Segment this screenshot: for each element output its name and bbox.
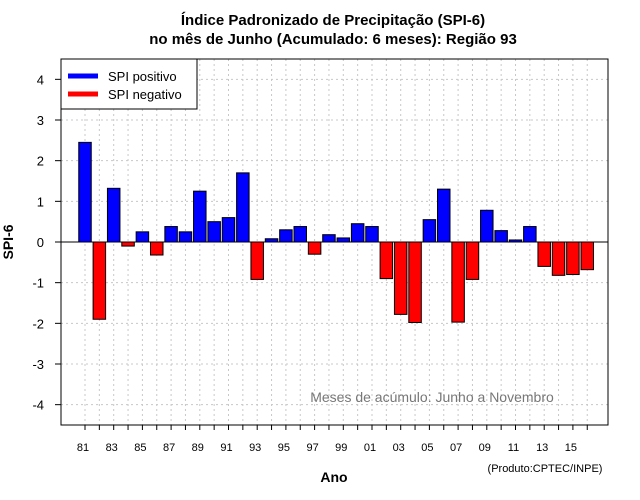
bar-1987 (164, 226, 178, 243)
x-tick-label: 93 (249, 442, 261, 454)
x-axis: 81 83 85 87 89 91 93 95 97 99 01 03 05 07 09 11 13 15 (77, 425, 588, 454)
x-tick-label: 03 (393, 442, 405, 454)
bar-2012 (523, 226, 537, 243)
bar-1986 (150, 241, 164, 256)
bar-1999 (336, 237, 351, 243)
chart-title: Índice Padronizado de Precipitação (SPI-… (181, 12, 485, 29)
bar-1998 (322, 234, 336, 243)
x-axis-title: Ano (320, 469, 347, 485)
y-tick-label: 1 (37, 194, 44, 209)
bar-2008 (465, 241, 480, 280)
bar-2006 (437, 188, 451, 243)
legend-box (60, 58, 198, 110)
bar-2000 (350, 223, 365, 243)
bar-2001 (365, 226, 379, 243)
bar-2005 (422, 219, 437, 243)
y-tick-label: -2 (32, 316, 44, 331)
bar-2009 (480, 209, 494, 243)
y-tick-label: 2 (37, 154, 44, 169)
x-tick-label: 01 (364, 442, 376, 454)
x-tick-label: 15 (565, 442, 577, 454)
bar-1991 (221, 217, 236, 243)
bar-2004 (408, 241, 422, 324)
x-tick-label: 81 (77, 442, 89, 454)
bar-2002 (379, 241, 394, 280)
x-tick-label: 83 (106, 442, 118, 454)
bar-2014 (551, 241, 566, 276)
bar-1985 (135, 231, 150, 243)
y-axis-title: SPI-6 (0, 224, 16, 259)
bar-2010 (494, 230, 508, 243)
x-tick-label: 85 (134, 442, 146, 454)
y-tick-label: -4 (32, 398, 44, 413)
legend-label-negative: SPI negativo (108, 87, 182, 102)
y-tick-label: -3 (32, 357, 44, 372)
x-tick-label: 09 (479, 442, 491, 454)
y-tick-label: 4 (37, 72, 44, 87)
bar-1993 (250, 241, 264, 280)
chart-subtitle: no mês de Junho (Acumulado: 6 meses): Re… (149, 31, 517, 48)
bar-1990 (207, 221, 221, 243)
bar-1984 (121, 241, 135, 247)
y-axis: -4 -3 -2 -1 0 1 2 3 4 (32, 72, 61, 413)
bar-2003 (393, 241, 408, 315)
y-tick-label: 0 (37, 235, 44, 250)
x-tick-label: 99 (335, 442, 347, 454)
x-tick-label: 07 (450, 442, 462, 454)
bar-1992 (236, 172, 250, 243)
legend-label-positive: SPI positivo (108, 69, 177, 84)
legend: SPI positivo SPI negativo (60, 58, 198, 110)
x-tick-label: 13 (536, 442, 548, 454)
bars (78, 141, 594, 324)
x-tick-label: 11 (508, 442, 519, 454)
bar-1995 (279, 229, 293, 243)
y-tick-label: -1 (32, 276, 44, 291)
bar-2007 (451, 241, 465, 323)
credit-text: (Produto:CPTEC/INPE) (488, 463, 603, 475)
bar-1997 (307, 241, 322, 255)
bar-2016 (580, 241, 594, 271)
bar-2013 (537, 241, 551, 267)
x-tick-label: 87 (163, 442, 175, 454)
y-tick-label: 3 (37, 113, 44, 128)
annotation-text: Meses de acúmulo: Junho a Novembro (310, 389, 554, 405)
bar-1988 (178, 231, 193, 243)
grid-lines (61, 59, 608, 425)
x-tick-label: 91 (220, 442, 232, 454)
bar-1996 (293, 226, 307, 243)
bar-1983 (106, 187, 121, 243)
bar-1981 (78, 141, 92, 243)
bar-1989 (193, 190, 207, 243)
x-tick-label: 05 (421, 442, 433, 454)
x-tick-label: 95 (278, 442, 290, 454)
bar-1982 (92, 241, 107, 320)
x-tick-label: 97 (306, 442, 318, 454)
bar-2015 (566, 241, 580, 276)
x-tick-label: 89 (192, 442, 204, 454)
